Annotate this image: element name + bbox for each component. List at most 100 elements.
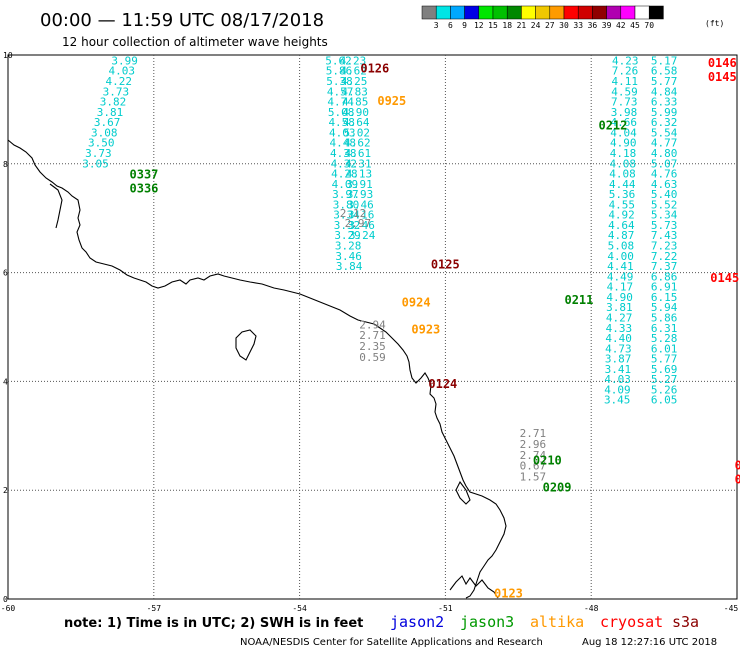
wave-height-value: 3.29 [334, 229, 361, 242]
wave-height-value: 4.49 [607, 270, 634, 283]
pass-label: 0210 [533, 453, 562, 467]
pass-label: 0211 [564, 293, 593, 307]
coastline-mainland [7, 139, 507, 599]
wave-height-value: 4.00 [607, 250, 634, 263]
wave-height-value: 5.27 [651, 373, 678, 386]
wave-height-value: 3.50 [88, 137, 115, 150]
wave-height-value: 6.32 [651, 116, 678, 129]
units-note: note: 1) Time is in UTC; 2) SWH is in fe… [64, 616, 363, 631]
wave-height-value: 4.55 [609, 198, 636, 211]
pass-label: 0923 [411, 323, 440, 337]
colorbar-label: 27 [545, 21, 555, 30]
pass-label: 0212 [598, 119, 627, 133]
colorbar-swatch [577, 5, 593, 20]
colorbar-swatch [592, 5, 607, 20]
wave-height-value: 4.66 [611, 116, 638, 129]
wave-height-value: 4.22 [106, 75, 133, 88]
wave-height-value: 0.67 [520, 460, 547, 473]
pass-label: 0123 [494, 587, 523, 601]
wave-height-value: 5.26 [651, 383, 678, 396]
pass-label: 0145 [708, 70, 737, 84]
colorbar-swatch [421, 5, 437, 20]
wave-height-value: 4.90 [342, 106, 369, 119]
colorbar-label: 39 [602, 21, 612, 30]
pass-label: 0336 [130, 181, 159, 195]
wave-height-value: 3.81 [606, 301, 633, 314]
wave-height-value: 6.31 [651, 322, 678, 335]
wave-height-value: 4.64 [608, 219, 635, 232]
wave-height-value: 3.41 [605, 363, 632, 376]
wave-height-value: 7.26 [612, 65, 639, 78]
legend-jason2: jason2 [390, 613, 444, 631]
wave-height-value: 2.71 [520, 427, 547, 440]
x-tick-label: -54 [292, 604, 307, 613]
wave-height-value: 3.46 [348, 219, 375, 232]
colorbar-swatch [549, 5, 565, 20]
wave-height-value: 5.36 [609, 188, 636, 201]
coastline-delta [449, 575, 499, 599]
wave-height-value: 6.01 [651, 342, 678, 355]
wave-height-value: 6.86 [651, 270, 678, 283]
colorbar-swatch [450, 5, 465, 20]
pass-label: 0924 [402, 296, 431, 310]
satellite-legend: jason2 jason3 altika cryosat s3a [390, 613, 699, 631]
y-tick-label: 0 [3, 595, 8, 604]
wave-height-value: 3.73 [85, 147, 112, 160]
wave-height-value: 4.25 [341, 75, 368, 88]
wave-height-value: 5.08 [328, 106, 355, 119]
colorbar-swatch [606, 5, 622, 20]
wave-height-value: 4.38 [330, 147, 357, 160]
wave-height-value: 3.46 [335, 250, 362, 263]
wave-height-value: 4.59 [611, 85, 638, 98]
y-tick-label: 2 [3, 486, 8, 495]
wave-height-value: 7.73 [611, 96, 638, 109]
wave-height-value: 0.59 [359, 351, 386, 364]
colorbar-label: 6 [448, 21, 453, 30]
wave-height-value: 6.33 [651, 96, 678, 109]
legend-altika: altika [530, 613, 584, 631]
pass-labels: 0337033601260925012509240923012401460145… [130, 56, 740, 600]
wave-height-value: 5.86 [651, 311, 678, 324]
colorbar-swatch [521, 5, 536, 20]
x-tick-label: -45 [724, 604, 739, 613]
colorbar-swatch [620, 5, 636, 20]
wave-height-value: 4.44 [609, 178, 636, 191]
wave-height-value: 5.08 [608, 240, 635, 253]
map-subtitle: 12 hour collection of altimeter wave hei… [62, 35, 328, 49]
colorbar-label: 9 [462, 21, 467, 30]
x-tick-label: -60 [1, 604, 16, 613]
wave-height-value: 2.96 [520, 438, 547, 451]
colorbar-swatch [506, 5, 522, 20]
coastline-north [49, 183, 63, 229]
wave-height-value: 6.05 [651, 394, 678, 407]
colorbar-swatch [535, 5, 551, 20]
wave-height-value: 4.32 [331, 157, 358, 170]
wave-height-value: 4.80 [651, 147, 678, 160]
wave-height-value: 3.99 [111, 54, 138, 67]
wave-height-value: 3.98 [611, 106, 638, 119]
wave-height-value: 3.08 [91, 126, 118, 139]
wave-height-value: 4.09 [332, 178, 359, 191]
legend-cryosat: cryosat [600, 613, 663, 631]
wave-height-value: 4.87 [608, 229, 635, 242]
wave-height-value: 5.17 [651, 54, 678, 67]
wave-height-value: 4.57 [327, 85, 354, 98]
wave-height-value: 5.38 [326, 75, 353, 88]
wave-height-value: 4.09 [604, 383, 631, 396]
colorbar-swatch [464, 5, 480, 20]
colorbar-label: 24 [531, 21, 541, 30]
wave-height-value: 4.73 [605, 342, 632, 355]
wave-height-value: 7.43 [651, 229, 678, 242]
y-tick-label: 4 [3, 377, 8, 386]
wave-height-value: 4.18 [610, 147, 637, 160]
wave-height-value: 4.28 [331, 168, 358, 181]
wave-height-value: 3.93 [347, 188, 374, 201]
y-tick-label: 6 [3, 269, 8, 278]
plot-frame [7, 54, 738, 600]
wave-height-value: 4.74 [327, 96, 354, 109]
wave-height-value: 3.91 [346, 178, 373, 191]
wave-height-value: 5.40 [651, 188, 678, 201]
colorbar-swatch [563, 5, 579, 20]
wave-height-value: 2.35 [359, 340, 386, 353]
wave-height-value: 3.82 [100, 96, 127, 109]
